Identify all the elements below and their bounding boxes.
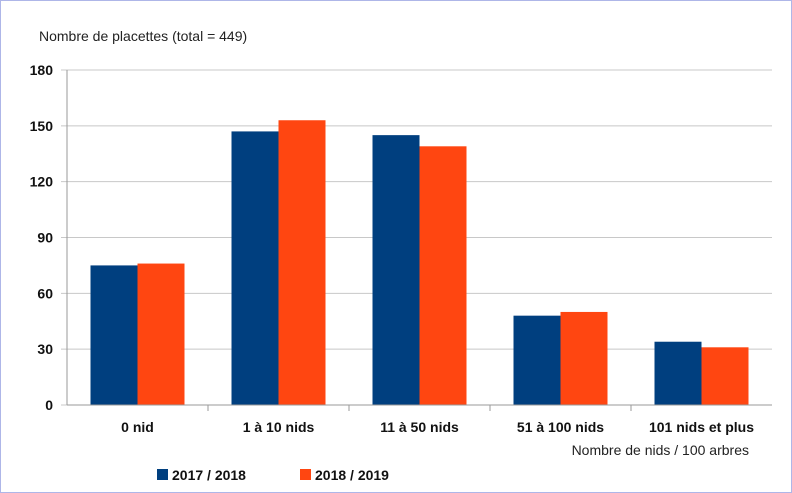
y-tick-label: 90 — [37, 230, 53, 246]
bar-series1 — [90, 265, 138, 405]
legend-label: 2018 / 2019 — [315, 467, 389, 483]
bar-series2 — [278, 120, 326, 405]
x-tick-label: 1 à 10 nids — [243, 419, 315, 435]
legend-swatch — [157, 469, 168, 480]
y-tick-label: 180 — [30, 62, 54, 78]
y-axis-title: Nombre de placettes (total = 449) — [39, 28, 247, 44]
x-tick-label: 101 nids et plus — [649, 419, 754, 435]
x-tick-label: 11 à 50 nids — [380, 419, 459, 435]
x-tick-labels: 0 nid 1 à 10 nids 11 à 50 nids 51 à 100 nid… — [121, 405, 754, 435]
bars — [90, 120, 749, 406]
y-tick-label: 60 — [37, 285, 53, 301]
legend-swatch — [300, 469, 311, 480]
legend-label: 2017 / 2018 — [172, 467, 246, 483]
bar-series1 — [654, 341, 702, 405]
x-tick-label: 0 nid — [121, 419, 154, 435]
bar-series2 — [701, 347, 749, 405]
x-tick-label: 51 à 100 nids — [517, 419, 604, 435]
bar-series2 — [560, 311, 608, 405]
bar-series1 — [231, 131, 279, 405]
bar-series1 — [513, 315, 561, 405]
legend: 2017 / 2018 2018 / 2019 — [157, 467, 389, 483]
y-tick-label: 150 — [30, 118, 54, 134]
bar-series2 — [419, 146, 467, 406]
bar-series1 — [372, 135, 420, 405]
y-tick-label: 0 — [45, 397, 53, 413]
y-tick-label: 30 — [37, 341, 53, 357]
bar-series2 — [137, 263, 185, 405]
y-tick-label: 120 — [30, 174, 54, 190]
x-axis-title: Nombre de nids / 100 arbres — [572, 442, 749, 458]
y-tick-labels: 0 30 60 90 120 150 180 — [30, 62, 54, 413]
